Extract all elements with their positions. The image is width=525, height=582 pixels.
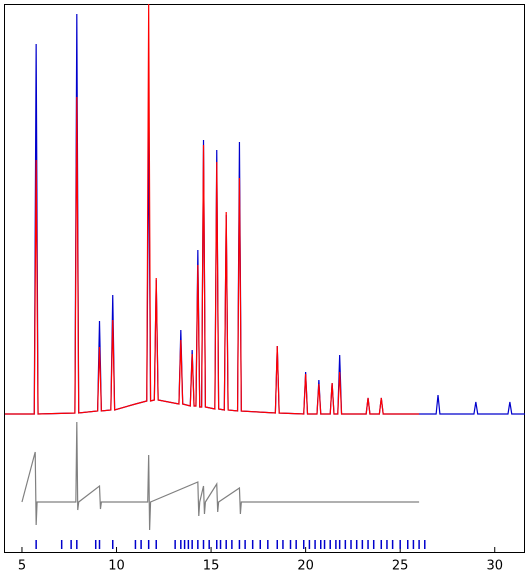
x-tick-label: 10 <box>108 559 125 574</box>
series-line <box>21 421 420 531</box>
plot-frame <box>4 4 525 553</box>
x-tick-label: 20 <box>297 559 314 574</box>
x-tick-label: 5 <box>18 559 26 574</box>
series-line <box>4 3 420 415</box>
x-tick-label: 15 <box>203 559 220 574</box>
x-tick-label: 25 <box>392 559 409 574</box>
x-tick-label: 30 <box>486 559 503 574</box>
